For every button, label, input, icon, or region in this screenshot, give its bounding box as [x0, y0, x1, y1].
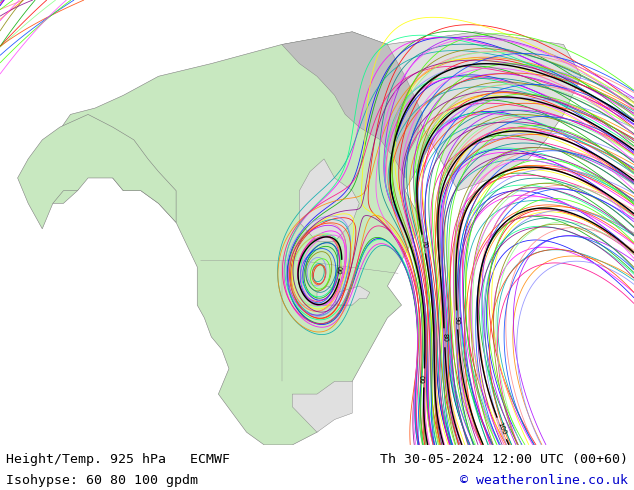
Polygon shape	[335, 286, 370, 305]
Polygon shape	[281, 32, 423, 178]
Polygon shape	[299, 159, 359, 242]
Text: 90: 90	[454, 315, 460, 324]
Polygon shape	[18, 114, 176, 229]
Text: Th 30-05-2024 12:00 UTC (00+60): Th 30-05-2024 12:00 UTC (00+60)	[380, 453, 628, 466]
Text: 70: 70	[420, 239, 427, 249]
Text: 80: 80	[441, 333, 448, 343]
Text: 100: 100	[496, 421, 507, 436]
Polygon shape	[42, 32, 440, 445]
Text: 60: 60	[421, 373, 427, 383]
Text: Isohypse: 60 80 100 gpdm: Isohypse: 60 80 100 gpdm	[6, 473, 198, 487]
Polygon shape	[292, 381, 353, 432]
Text: Height/Temp. 925 hPa   ECMWF: Height/Temp. 925 hPa ECMWF	[6, 453, 230, 466]
Polygon shape	[387, 32, 581, 191]
Text: © weatheronline.co.uk: © weatheronline.co.uk	[460, 473, 628, 487]
Text: 60: 60	[337, 265, 345, 274]
Polygon shape	[317, 286, 338, 305]
